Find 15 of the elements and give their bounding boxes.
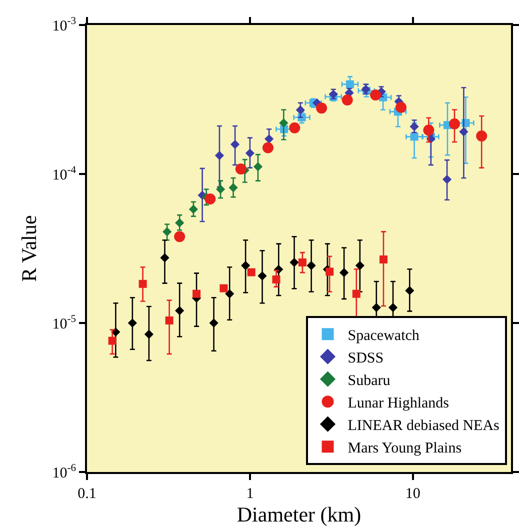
x-axis-title: Diameter (km) [236, 502, 362, 527]
legend-label: Spacewatch [348, 328, 420, 344]
x-tick-label: 10 [405, 486, 420, 502]
legend-label: Lunar Highlands [348, 395, 450, 412]
y-tick-label: 10$^{-3}$ [52, 16, 76, 34]
legend-label: Mars Young Plains [348, 440, 462, 456]
legend-label: Subaru [348, 372, 391, 389]
x-tick-label: 1 [246, 486, 254, 502]
y-tick-label: 10$^{-5}$ [52, 314, 76, 332]
y-tick-label: 10$^{-4}$ [52, 164, 77, 184]
y-tick-label: 10$^{-6}$ [52, 462, 76, 482]
legend-label: LINEAR debiased NEAs [348, 418, 500, 434]
legend-label: SDSS [348, 350, 384, 366]
x-tick-label: 0.1 [78, 486, 96, 502]
y-axis-title: R Value [16, 215, 41, 282]
